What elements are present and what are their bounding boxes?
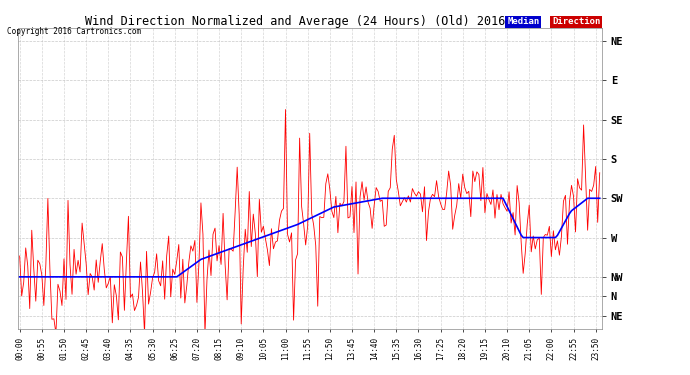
Text: Copyright 2016 Cartronics.com: Copyright 2016 Cartronics.com bbox=[7, 27, 141, 36]
Text: Median: Median bbox=[507, 17, 540, 26]
Text: Direction: Direction bbox=[552, 17, 600, 26]
Title: Wind Direction Normalized and Average (24 Hours) (Old) 20160119: Wind Direction Normalized and Average (2… bbox=[86, 15, 534, 28]
